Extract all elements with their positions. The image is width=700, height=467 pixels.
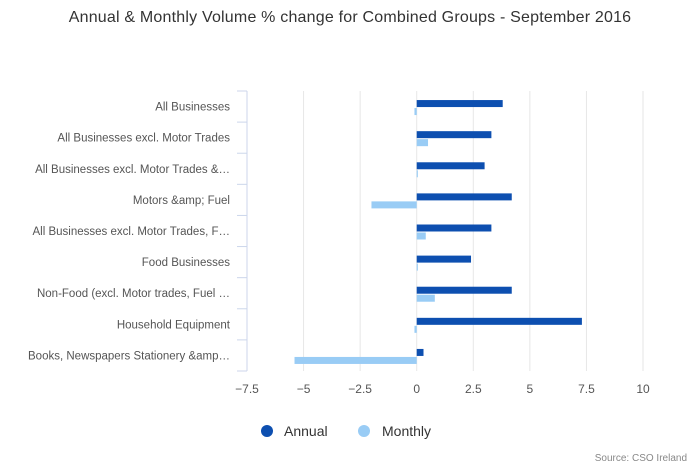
bar-monthly-8[interactable]	[294, 356, 417, 364]
x-tick-label: 2.5	[465, 382, 482, 396]
legend-marker	[358, 425, 370, 437]
bar-annual-8[interactable]	[416, 348, 424, 356]
bar-annual-5[interactable]	[416, 255, 472, 263]
bar-monthly-4[interactable]	[416, 232, 426, 240]
chart-title: Annual & Monthly Volume % change for Com…	[68, 9, 632, 26]
bars	[294, 100, 582, 364]
legend-item-annual[interactable]: Annual	[261, 423, 328, 439]
category-label: Non-Food (excl. Motor trades, Fuel …	[37, 288, 230, 300]
bar-annual-0[interactable]	[416, 100, 503, 108]
category-label: Books, Newspapers Stationery &amp…	[28, 350, 230, 362]
category-label: Food Businesses	[142, 257, 230, 269]
bar-monthly-2[interactable]	[416, 170, 418, 178]
bar-annual-6[interactable]	[416, 286, 512, 294]
y-axis	[237, 90, 248, 372]
x-axis-tick-labels: −7.5 −5 −2.5 0 2.5 5 7.5 10	[235, 382, 650, 396]
category-label: All Businesses excl. Motor Trades &…	[35, 164, 230, 176]
bar-monthly-3[interactable]	[371, 201, 417, 209]
x-tick-label: 0	[413, 382, 420, 396]
x-tick-label: −5	[297, 382, 311, 396]
legend-label: Monthly	[382, 423, 431, 439]
category-label: All Businesses	[155, 102, 230, 114]
legend-marker	[261, 425, 273, 437]
bar-monthly-0[interactable]	[414, 108, 417, 116]
bar-annual-3[interactable]	[416, 193, 512, 201]
category-label: All Businesses excl. Motor Trades	[57, 133, 230, 145]
legend-item-monthly[interactable]: Monthly	[358, 423, 431, 439]
x-tick-label: 7.5	[578, 382, 595, 396]
category-label: Household Equipment	[117, 319, 231, 331]
bar-monthly-7[interactable]	[414, 325, 417, 333]
category-labels: All Businesses All Businesses excl. Motor…	[28, 102, 231, 363]
bar-monthly-5[interactable]	[416, 263, 418, 271]
source-credit[interactable]: Source: CSO Ireland	[595, 453, 687, 464]
x-tick-label: −7.5	[235, 382, 259, 396]
bar-annual-2[interactable]	[416, 162, 485, 170]
legend-label: Annual	[284, 423, 328, 439]
bar-annual-4[interactable]	[416, 224, 492, 232]
x-tick-label: 10	[636, 382, 650, 396]
bar-annual-7[interactable]	[416, 317, 582, 325]
x-tick-label: −2.5	[348, 382, 372, 396]
legend[interactable]: Annual Monthly	[261, 423, 431, 439]
bar-annual-1[interactable]	[416, 131, 492, 139]
bar-monthly-1[interactable]	[416, 139, 429, 147]
x-tick-label: 5	[527, 382, 534, 396]
bar-monthly-6[interactable]	[416, 294, 435, 302]
category-label: Motors &amp; Fuel	[133, 195, 230, 207]
category-label: All Businesses excl. Motor Trades, F…	[33, 226, 230, 238]
